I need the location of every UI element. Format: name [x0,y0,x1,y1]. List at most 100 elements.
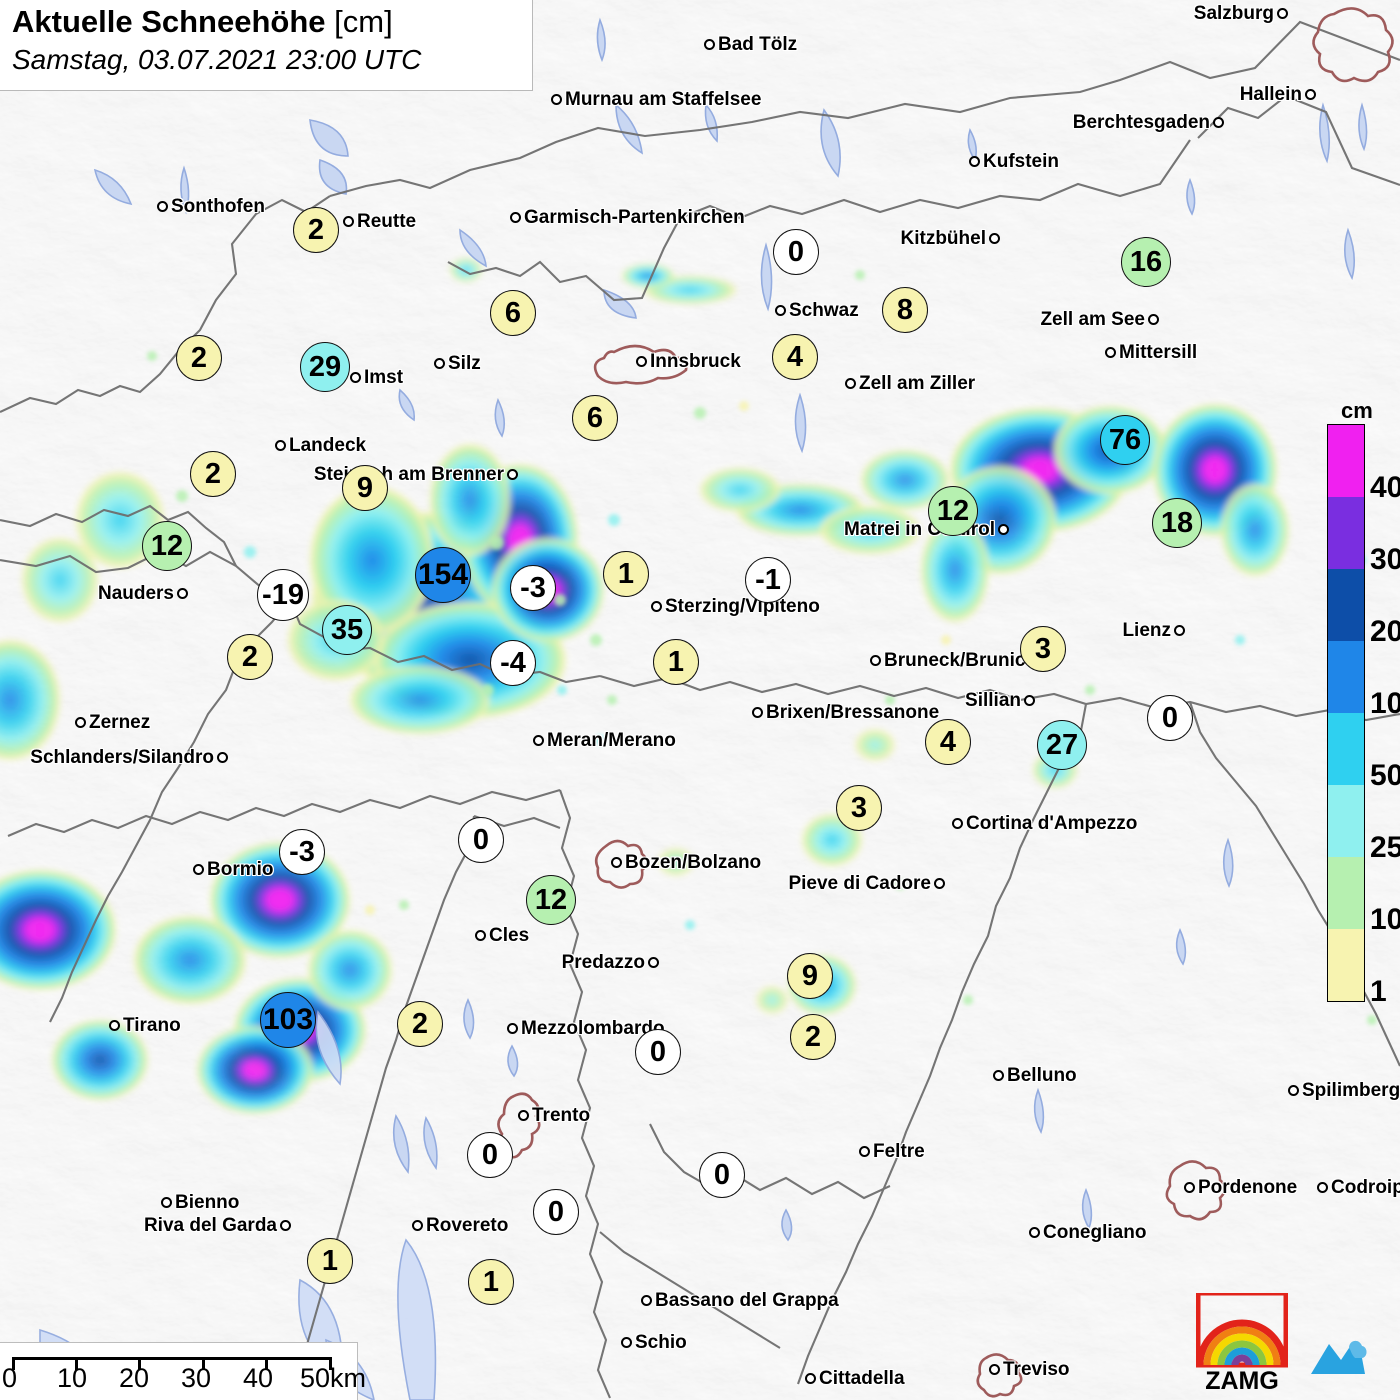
station-marker[interactable]: 2 [790,1014,836,1060]
station-marker[interactable]: 4 [925,719,971,765]
station-value: 2 [204,457,222,490]
city-label: Predazzo [562,953,659,972]
city-name: Cittadella [819,1368,905,1389]
city-label: Hallein [1240,85,1316,104]
scale-label-4: 40 [243,1363,274,1393]
station-marker[interactable]: 103 [260,992,316,1048]
city-name: Landeck [289,435,367,456]
city-label: Bruneck/Brunico [870,651,1037,670]
station-marker[interactable]: 2 [397,1001,443,1047]
city-marker-icon [280,1220,291,1231]
station-marker[interactable]: 1 [468,1259,514,1305]
zamg-logo: ZAMG [1195,1290,1289,1395]
city-name: Riva del Garda [143,1215,277,1236]
city-label: Kufstein [969,152,1059,171]
station-value: 12 [936,494,970,527]
station-marker[interactable]: 3 [1020,626,1066,672]
station-marker[interactable]: 18 [1152,498,1202,548]
station-marker[interactable]: 0 [635,1029,681,1075]
station-marker[interactable]: 2 [176,335,222,381]
scale-bar-labels: 0 10 20 30 40 50km [0,1363,366,1399]
station-marker[interactable]: 1 [653,639,699,685]
station-marker[interactable]: 29 [300,342,350,392]
station-value: -4 [500,646,526,679]
station-value: 1 [667,645,685,678]
station-value: 0 [547,1195,565,1228]
city-name: Bad Tölz [718,34,798,55]
city-marker-icon [1024,695,1035,706]
station-value: 29 [308,350,342,383]
city-label: Sillian [965,691,1035,710]
station-marker[interactable]: 154 [415,547,471,603]
city-name: Cles [489,925,530,946]
station-value: 154 [417,558,469,591]
city-name: Bozen/Bolzano [625,852,762,873]
station-marker[interactable]: 0 [467,1132,513,1178]
city-label: Riva del Garda [144,1216,291,1235]
station-marker[interactable]: -1 [745,557,791,603]
city-name: Reutte [357,211,417,232]
city-name: Pordenone [1198,1177,1298,1198]
station-marker[interactable]: -3 [510,565,556,611]
station-marker[interactable]: 4 [772,334,818,380]
station-marker[interactable]: 1 [603,551,649,597]
city-marker-icon [636,356,647,367]
city-name: Bormio [207,859,274,880]
station-marker[interactable]: 2 [227,634,273,680]
legend-cell-100: 100 [1328,641,1400,719]
city-label: Innsbruck [636,352,741,371]
station-marker[interactable]: -3 [279,829,325,875]
city-marker-icon [969,156,980,167]
city-name: Bienno [175,1192,240,1213]
city-label: Meran/Merano [533,731,676,750]
city-label: Bad Tölz [704,35,797,54]
city-marker-icon [412,1220,423,1231]
station-value: 12 [150,529,184,562]
station-marker[interactable]: 9 [787,953,833,999]
city-label: Bassano del Grappa [641,1291,839,1310]
city-marker-icon [845,378,856,389]
station-marker[interactable]: 1 [307,1238,353,1284]
city-label: Schio [621,1333,687,1352]
station-marker[interactable]: 0 [699,1152,745,1198]
station-marker[interactable]: 2 [293,207,339,253]
city-name: Innsbruck [650,351,741,372]
city-marker-icon [510,212,521,223]
city-label: Codroipo [1317,1178,1400,1197]
city-name: Lienz [1122,620,1171,641]
station-value: 16 [1129,245,1163,278]
station-marker[interactable]: 0 [1147,695,1193,741]
station-value: 12 [534,883,568,916]
station-marker[interactable]: 6 [572,395,618,441]
station-marker[interactable]: 2 [190,451,236,497]
page-title: Aktuelle Schneehöhe [cm] [12,3,522,41]
station-value: 27 [1045,728,1079,761]
legend-cell-400: 400 [1328,425,1400,503]
city-marker-icon [507,469,518,480]
station-marker[interactable]: 16 [1121,237,1171,287]
city-name: Salzburg [1193,3,1274,24]
station-marker[interactable]: 8 [882,287,928,333]
city-label: Murnau am Staffelsee [551,90,761,109]
station-marker[interactable]: 27 [1037,720,1087,770]
station-marker[interactable]: 0 [458,817,504,863]
city-name: Rovereto [426,1215,509,1236]
city-marker-icon [648,957,659,968]
station-marker[interactable]: 76 [1100,415,1150,465]
station-marker[interactable]: 12 [142,521,192,571]
station-marker[interactable]: 3 [836,785,882,831]
station-marker[interactable]: 0 [773,229,819,275]
legend-tick-1: 1 [1370,975,1387,1008]
station-marker[interactable]: 6 [490,290,536,336]
city-marker-icon [475,930,486,941]
station-marker[interactable]: 35 [322,605,372,655]
station-marker[interactable]: 12 [526,875,576,925]
station-marker[interactable]: 12 [928,486,978,536]
city-name: Sterzing/Vipiteno [665,596,820,617]
station-marker[interactable]: 0 [533,1189,579,1235]
station-value: 3 [1034,632,1052,665]
city-marker-icon [621,1337,632,1348]
station-marker[interactable]: -19 [257,569,309,621]
station-marker[interactable]: -4 [490,640,536,686]
station-marker[interactable]: 9 [342,465,388,511]
